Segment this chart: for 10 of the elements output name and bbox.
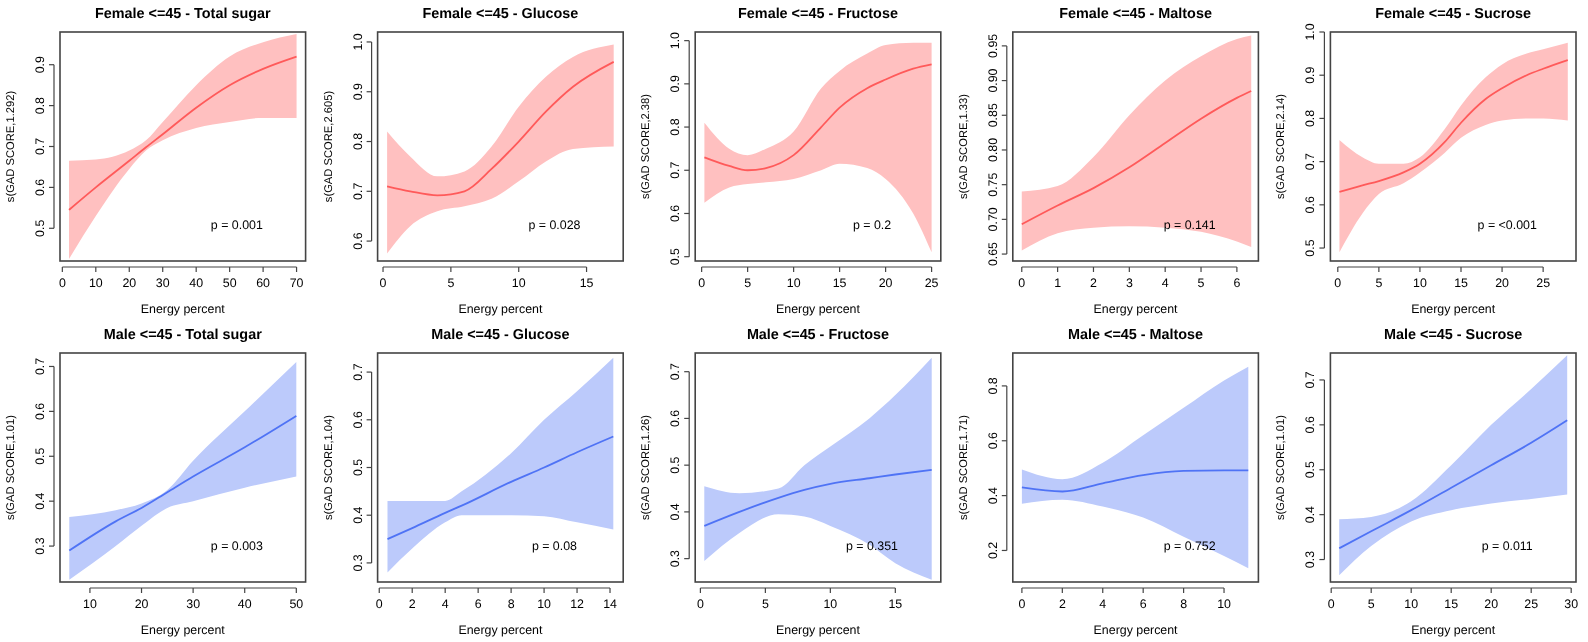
- line-series: [703, 468, 933, 527]
- line-series: [68, 414, 298, 552]
- line-series: [1021, 469, 1250, 493]
- line-series: [386, 60, 615, 197]
- line-series: [1338, 419, 1569, 550]
- line-series: [1020, 90, 1253, 226]
- line-series: [1338, 59, 1569, 193]
- line-series: [386, 435, 615, 540]
- line-series: [703, 63, 933, 172]
- line-series: [68, 55, 298, 211]
